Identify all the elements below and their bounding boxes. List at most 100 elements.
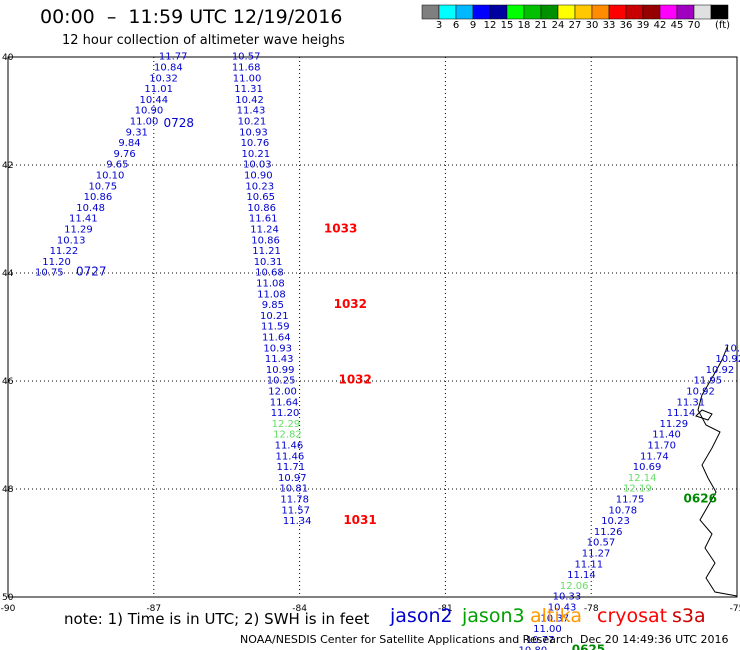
colorbar-tick-label: 33 [602,20,616,31]
pass-number-label: 0727 [76,265,107,279]
wave-height-value: 11.95 [694,376,723,387]
colorbar-swatch [421,4,440,20]
colorbar-swatch [710,4,729,20]
wave-height-value: 10.43 [548,603,577,614]
wave-height-value: 10.90 [244,171,273,182]
wave-height-value: 10.93 [239,127,268,138]
wave-height-value: 11.27 [582,549,611,560]
colorbar-swatch [523,4,542,20]
latitude-tick-label: 48 [2,485,14,495]
wave-height-value: 10.93 [263,343,292,354]
wave-height-value: 11.75 [616,495,645,506]
legend-altika: altika [530,605,582,627]
wave-height-value: 10.80 [519,646,548,650]
longitude-tick-label: -78 [584,604,599,614]
longitude-tick-label: -90 [1,604,16,614]
colorbar-swatch [693,4,712,20]
wave-height-value: 11.43 [237,106,266,117]
wave-height-value: 10.84 [154,63,183,74]
wave-height-value: 10.21 [242,149,271,160]
latitude-tick-label: 40 [2,53,14,63]
wave-height-value: 10.23 [601,516,630,527]
colorbar-tick-label: 18 [517,20,531,31]
colorbar-tick-label: 27 [568,20,582,31]
wave-height-value: 11.14 [567,570,596,581]
colorbar-tick-label: 21 [534,20,548,31]
wave-height-value: 10.33 [553,592,582,603]
wave-height-value: 11.08 [257,289,286,300]
wave-height-value: 11.61 [249,214,278,225]
pass-number-label: 1032 [334,297,367,311]
colorbar-tick-label: 70 [687,20,701,31]
wave-height-value: 10.77 [526,635,555,646]
colorbar-swatch [659,4,678,20]
colorbar-swatch [608,4,627,20]
wave-height-value: 9.84 [118,138,140,149]
colorbar-swatch [676,4,695,20]
wave-height-value: 11.31 [677,397,706,408]
coastline [697,344,738,597]
wave-height-value: 10. [724,343,740,354]
wave-height-value: 11.26 [594,527,623,538]
colorbar-tick-label: 45 [670,20,684,31]
wave-height-value: 11.01 [144,84,173,95]
wave-height-value: 11.71 [277,462,306,473]
wave-height-value: 11.77 [159,52,188,63]
legend-s3a: s3a [672,605,706,627]
wave-height-value: 11.24 [250,225,279,236]
colorbar-unit: (ft) [715,20,731,31]
colorbar-tick-label: 30 [585,20,599,31]
wave-height-value: 11.00 [130,117,159,128]
pass-number-label: 0625 [572,643,605,650]
wave-height-value: 11.31 [234,84,263,95]
wave-height-value: 11.00 [233,73,262,84]
wave-height-value: 11.43 [265,354,294,365]
wave-height-value: 10.21 [238,117,267,128]
wave-height-value: 10.75 [88,181,117,192]
wave-height-value: 11.29 [64,225,93,236]
latitude-tick-label: 50 [2,593,14,603]
wave-height-value: 11.08 [256,279,285,290]
wave-height-value: 10.86 [247,203,276,214]
wave-height-value: 10.23 [245,181,274,192]
longitude-tick-label: -81 [438,604,453,614]
wave-height-value: 10.97 [278,473,307,484]
footer-credit: NOAA/NESDIS Center for Satellite Applica… [240,633,574,646]
wave-height-value: 10.75 [35,268,64,279]
wave-height-value: 11.59 [261,322,290,333]
pass-number-label: 0626 [684,492,717,506]
map-title: 00:00 – 11:59 UTC 12/19/2016 [40,6,343,28]
colorbar-swatch [540,4,559,20]
wave-height-value: 10.44 [139,95,168,106]
wave-height-value: 10.48 [76,203,105,214]
legend-note: note: 1) Time is in UTC; 2) SWH is in fe… [64,610,370,628]
wave-height-value: 10.10 [96,171,125,182]
pass-number-label: 1033 [324,222,357,236]
wave-height-value: 10.57 [587,538,616,549]
colorbar-tick-label: 6 [452,20,460,31]
colorbar-tick-label: 15 [500,20,514,31]
colorbar-swatch [455,4,474,20]
latitude-tick-label: 46 [2,377,14,387]
wave-height-value: 10.99 [266,365,295,376]
wave-height-value: 10.76 [241,138,270,149]
colorbar-swatch [472,4,491,20]
colorbar-tick-label: 9 [469,20,477,31]
wave-height-value: 11.34 [283,516,312,527]
wave-height-value: 9.65 [106,160,128,171]
wave-height-value: 12.00 [268,387,297,398]
wave-height-value: 10.92 [715,354,740,365]
wave-height-value: 10.37 [540,613,569,624]
longitude-tick-label: -87 [146,604,161,614]
colorbar-tick-label: 42 [653,20,667,31]
wave-height-value: 10.42 [235,95,264,106]
legend-cryosat: cryosat [597,605,668,627]
legend-jason2: jason2 [390,605,453,627]
wave-height-value: 11.00 [533,624,562,635]
wave-height-value: 10.25 [267,376,296,387]
colorbar-swatch [574,4,593,20]
wave-height-value: 10.90 [135,106,164,117]
wave-height-value: 11.29 [659,419,688,430]
wave-height-value: 10.57 [232,52,261,63]
